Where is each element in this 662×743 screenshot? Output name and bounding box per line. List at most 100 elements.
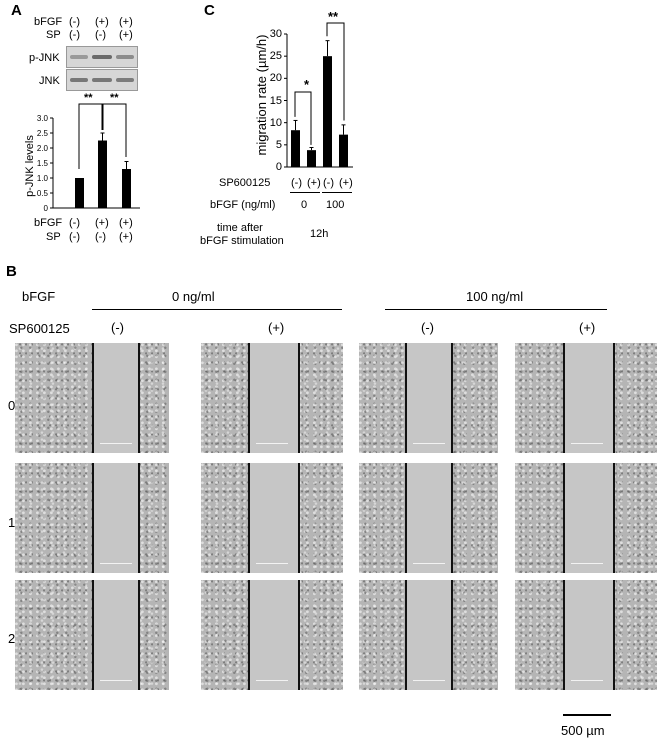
- panel-a-foot-bfgf-label: bFGF: [34, 217, 63, 229]
- blot-label-jnk: JNK: [39, 75, 60, 87]
- micrograph-0h-4: [515, 343, 657, 453]
- panel-a-row-sp-val-2: (-): [95, 29, 106, 41]
- wound-edge-line-1: [92, 463, 94, 573]
- wound-edge-line-1: [563, 580, 565, 690]
- wound-edge-line-1: [248, 580, 250, 690]
- wound-gap: [407, 580, 451, 690]
- panel-b-sp-val-2: (+): [268, 320, 285, 335]
- wound-edge-line-2: [451, 343, 453, 453]
- wound-edge-line-2: [298, 580, 300, 690]
- micrograph-scale-mark: [571, 680, 603, 681]
- y-tick-label: 25: [269, 50, 282, 63]
- micrograph-scale-mark: [413, 680, 445, 681]
- y-tick-label: 20: [269, 72, 282, 85]
- panel-label-b: B: [6, 263, 17, 280]
- micrograph-0h-2: [201, 343, 343, 453]
- panel-c-sp-val-1: (-): [291, 177, 302, 189]
- chart-c-plot: [284, 22, 353, 168]
- scalebar: [563, 714, 611, 716]
- panel-label-c: C: [204, 2, 215, 19]
- panel-c-time-label-2: bFGF stimulation: [200, 235, 284, 247]
- panel-a-row-sp-label: SP: [46, 29, 61, 41]
- panel-c-sp-val-4: (+): [339, 177, 353, 189]
- panel-c-time-label-1: time after: [217, 222, 263, 234]
- chart-a-bracket-2: [102, 103, 127, 157]
- wound-edge-line-1: [405, 580, 407, 690]
- bar-3: [323, 56, 332, 167]
- panel-c-underline-1: [290, 192, 320, 193]
- panel-a-row-bfgf-val-3: (+): [119, 16, 133, 28]
- micrograph-0h-1: [15, 343, 169, 453]
- micrograph-scale-mark: [571, 443, 603, 444]
- y-tick-label: 1.0: [36, 174, 48, 183]
- panel-a-foot-bfgf-val-1: (-): [69, 217, 80, 229]
- chart-a: [50, 103, 140, 209]
- y-tick-label: 3.0: [36, 114, 48, 123]
- wound-gap: [250, 343, 298, 453]
- wound-gap: [565, 463, 613, 573]
- y-tick-label: 0: [43, 204, 48, 213]
- micrograph-scale-mark: [571, 563, 603, 564]
- panel-a-row-bfgf-val-2: (+): [95, 16, 109, 28]
- panel-a-foot-sp-val-3: (+): [119, 231, 133, 243]
- wound-edge-line-1: [563, 343, 565, 453]
- chart-c-sig-1: *: [304, 77, 310, 92]
- panel-a-row-bfgf-val-1: (-): [69, 16, 80, 28]
- wound-gap: [565, 580, 613, 690]
- wound-edge-line-2: [138, 463, 140, 573]
- panel-c-bfgf-val-2: 100: [326, 199, 345, 211]
- chart-a-bracket-1: [78, 103, 103, 169]
- panel-c-sp-val-2: (+): [307, 177, 321, 189]
- wound-edge-line-2: [613, 463, 615, 573]
- blot-pjnk-band-2: [92, 55, 112, 59]
- panel-a-foot-bfgf-val-3: (+): [119, 217, 133, 229]
- blot-pjnk-band-1: [70, 55, 88, 59]
- panel-b-sp-label: SP600125: [9, 321, 70, 336]
- micrograph-12h-3: [359, 463, 498, 573]
- wound-edge-line-2: [451, 580, 453, 690]
- panel-a-foot-sp-label: SP: [46, 231, 61, 243]
- bar-3: [122, 169, 131, 208]
- micrograph-12h-2: [201, 463, 343, 573]
- panel-a-foot-sp-val-1: (-): [69, 231, 80, 243]
- y-tick-label: 2.0: [36, 144, 48, 153]
- micrograph-24h-1: [15, 580, 169, 690]
- micrograph-24h-4: [515, 580, 657, 690]
- micrograph-scale-mark: [413, 443, 445, 444]
- y-tick-label: 0: [275, 161, 282, 173]
- panel-c-sp-val-3: (-): [323, 177, 334, 189]
- blot-pjnk: [66, 46, 138, 68]
- chart-a-sig-1: **: [84, 92, 93, 104]
- wound-gap: [250, 463, 298, 573]
- panel-c-bfgf-label: bFGF (ng/ml): [210, 199, 276, 211]
- bar-2: [307, 150, 316, 167]
- micrograph-scale-mark: [256, 443, 288, 444]
- wound-edge-line-1: [92, 580, 94, 690]
- wound-edge-line-2: [138, 343, 140, 453]
- wound-edge-line-2: [298, 463, 300, 573]
- y-tick-label: 0.5: [36, 189, 48, 198]
- chart-a-plot: [50, 103, 140, 209]
- wound-edge-line-2: [138, 580, 140, 690]
- panel-a-row-sp-val-3: (+): [119, 29, 133, 41]
- panel-c-time-value: 12h: [310, 228, 329, 240]
- y-tick-label: 5: [275, 138, 282, 151]
- blot-pjnk-band-3: [116, 55, 134, 59]
- panel-b-sp-val-3: (-): [421, 320, 434, 335]
- panel-a-foot-sp-val-2: (-): [95, 231, 106, 243]
- wound-edge-line-1: [248, 343, 250, 453]
- panel-b-sp-val-1: (-): [111, 320, 124, 335]
- scalebar-label: 500 µm: [561, 723, 605, 738]
- chart-c: [284, 22, 353, 168]
- chart-c-bracket-1: [294, 91, 312, 145]
- wound-gap: [94, 343, 138, 453]
- bar-1: [291, 130, 300, 167]
- panel-b-group-line-1: [92, 309, 342, 310]
- wound-edge-line-1: [405, 343, 407, 453]
- micrograph-scale-mark: [100, 563, 132, 564]
- wound-gap: [407, 343, 451, 453]
- micrograph-scale-mark: [256, 680, 288, 681]
- bar-1: [75, 178, 84, 208]
- panel-c-bfgf-val-1: 0: [301, 199, 308, 211]
- wound-gap: [94, 463, 138, 573]
